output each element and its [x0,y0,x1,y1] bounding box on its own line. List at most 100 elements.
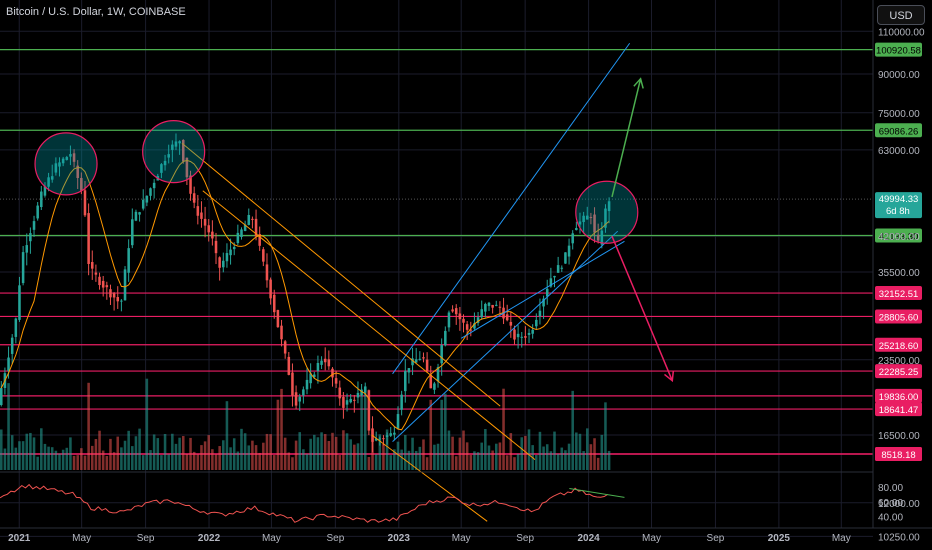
volume-bar [163,434,167,470]
candle-body [116,297,120,302]
level-tag [875,364,922,379]
level-tag-label: 28805.60 [879,312,919,323]
volume-bar [433,444,436,470]
highlight-circle[interactable] [34,132,98,196]
volume-bar [43,443,47,470]
volume-bar [189,437,192,470]
volume-bar [3,448,7,470]
candle-body [178,141,181,144]
time-axis-label: May [262,533,281,544]
candle-body [422,357,425,359]
time-axis-label: 2021 [8,533,31,544]
candle-body [509,321,513,326]
candle-body [200,212,203,219]
volume-bar [407,450,411,470]
candle-body [189,175,192,194]
rsi-axis-tick: 40.00 [878,513,903,524]
candle-body [192,193,196,203]
volume-bar [243,433,247,470]
price-axis-tick: 16500.00 [878,431,920,442]
rsi-divergence-line[interactable] [569,488,625,498]
volume-bar [480,442,483,470]
candle-body [571,233,574,244]
volume-bar [389,455,392,470]
bearish-arrow[interactable] [611,235,673,381]
time-axis-label: 2023 [388,533,411,544]
volume-layer [0,378,611,470]
volume-bar [323,434,327,470]
volume-bar [538,431,542,470]
volume-bar [156,438,160,470]
highlight-circle[interactable] [142,120,206,184]
descending-channel-line[interactable] [181,142,501,407]
volume-bar [171,433,174,470]
candle-body [141,199,145,209]
time-axis-label: 2022 [198,533,221,544]
volume-bar [138,428,141,470]
ascending-channel-line[interactable] [392,42,631,375]
symbol-title: Bitcoin / U.S. Dollar, 1W, COINBASE [6,6,186,18]
ascending-channel-line[interactable] [460,240,625,339]
volume-bar [498,442,502,470]
volume-bar [360,393,363,470]
volume-bar [32,437,36,470]
candle-body [283,341,287,354]
candle-body [7,357,10,371]
volume-bar [520,437,524,470]
time-axis-label: May [832,533,851,544]
volume-bar [564,450,567,470]
descending-channel-line[interactable] [371,434,488,522]
level-tag-label: 18641.47 [879,405,919,416]
candle-body [25,245,29,253]
currency-button[interactable]: USD [877,5,925,25]
level-tag [875,286,922,301]
rsi-axis-tick: 80.00 [878,483,903,494]
candle-body [538,310,542,317]
candle-body [47,177,50,187]
candle-body [549,278,553,287]
volume-bar [513,457,516,470]
highlight-circle[interactable] [575,180,639,244]
candle-body [505,314,509,321]
level-tag [875,42,922,57]
bullish-arrow[interactable] [611,78,642,198]
descending-channel-line[interactable] [202,190,536,461]
candle-body [207,225,211,233]
volume-bar [200,445,203,470]
volume-bar [473,451,476,470]
candle-body [232,246,236,250]
volume-bar [152,434,156,470]
volume-bar [192,451,196,470]
volume-bar [225,401,229,470]
volume-bar [251,440,254,470]
candle-body [72,153,76,162]
volume-bar [425,457,429,470]
candle-body [520,336,524,338]
candle-body [411,358,414,366]
volume-bar [585,428,589,470]
candle-body [309,373,312,384]
price-axis-tick: 23500.00 [878,356,920,367]
level-tag-label: 19836.00 [879,392,919,403]
level-tag-label: 42133.30 [879,232,919,243]
volume-bar [109,438,112,470]
candle-body [287,356,291,375]
volume-bar [112,452,116,470]
candle-body [134,211,138,221]
candle-body [356,392,360,398]
candle-body [211,231,214,239]
candle-body [334,378,338,384]
candle-body [80,177,83,191]
ascending-channel-line[interactable] [392,230,619,442]
volume-bar [101,450,105,470]
candle-body [101,280,105,288]
volume-bar [593,438,596,470]
rsi-layer: 80.00 60.00 40.00 [0,483,903,524]
level-tag [875,123,922,138]
candle-body [454,308,458,315]
volume-bar [254,445,258,470]
candle-body [258,234,261,246]
volume-bar [309,438,312,470]
